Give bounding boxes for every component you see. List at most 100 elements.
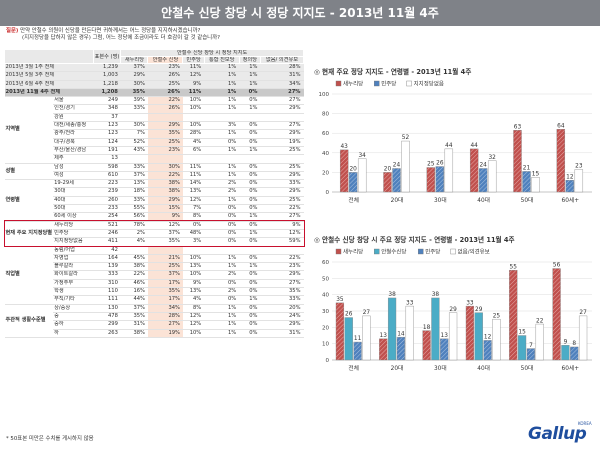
value-cell: 35% [120, 88, 148, 98]
col-header: 정의당 [238, 56, 261, 64]
bar [344, 317, 353, 361]
bar [526, 348, 536, 361]
value-cell: 0% [182, 221, 205, 230]
value-cell: 1% [239, 104, 261, 114]
n-cell: 1,003 [93, 71, 121, 81]
value-cell: 31% [260, 71, 304, 81]
bar [383, 172, 392, 193]
crosstab-table: 표본수 (명) 안철수 신당 창당 시 정당 지지도 새누리당 안철수 신당 민주당… [4, 49, 305, 338]
value-cell [204, 154, 240, 164]
value-cell [239, 154, 261, 164]
sub-label: 학생 [53, 287, 94, 297]
bar [483, 340, 492, 361]
data-label: 38 [388, 292, 396, 298]
table-row: 지지정당없음 411 4% 35% 3% 0% 0% 59% [5, 237, 304, 247]
value-cell: 0% [239, 270, 261, 280]
value-cell: 31% [260, 329, 304, 338]
y-tick-label: 0 [326, 190, 330, 196]
value-cell: 22% [147, 171, 183, 181]
y-tick-label: 80 [322, 112, 329, 118]
bar [487, 160, 497, 193]
x-tick-label: 60세+ [562, 364, 580, 372]
row-label: 2013년 3월 1주 전체 [4, 63, 94, 73]
value-cell: 19% [260, 138, 304, 147]
value-cell: 9% [182, 80, 205, 89]
value-cell: 25% [147, 138, 183, 147]
value-cell: 25% [260, 196, 304, 206]
col-header: 민주당 [182, 56, 205, 64]
data-label: 43 [340, 144, 348, 150]
value-cell: 27% [260, 212, 304, 222]
sub-label: 농림/어업 [53, 246, 94, 255]
data-label: 29 [449, 307, 457, 313]
sub-label: 30대 [53, 187, 94, 197]
n-cell: 123 [93, 121, 121, 131]
data-label: 20 [349, 167, 357, 173]
value-cell: 17% [147, 279, 183, 289]
value-cell: 11% [182, 88, 205, 98]
x-tick-label: 40대 [477, 196, 490, 204]
value-cell: 0% [239, 320, 261, 330]
y-tick-label: 40 [322, 151, 329, 157]
value-cell: 0% [204, 295, 240, 305]
table-row: 현재 주요 지지정당별 새누리당 521 78% 12% 0% 0% 0% 9% [4, 221, 304, 247]
legend-label: 안철수신당 [381, 248, 406, 256]
value-cell: 1% [239, 80, 261, 89]
data-label: 27 [579, 310, 587, 316]
n-cell: 521 [93, 221, 121, 230]
data-label: 32 [488, 155, 496, 161]
footnote: * 50표본 미만은 수치를 게시하지 않음 [6, 436, 94, 442]
value-cell: 9% [147, 212, 183, 222]
table-row: 중하 299 31% 27% 12% 1% 0% 29% [5, 320, 304, 330]
bar [448, 312, 458, 361]
data-label: 25 [427, 162, 435, 168]
legend-entry: 새누리당 [335, 80, 363, 88]
value-cell: 1% [239, 63, 261, 73]
bar [426, 167, 436, 193]
table-row: 2013년 5월 3주 전체 1,003 29% 26% 12% 1% 1% 31% [4, 71, 304, 81]
table-row: 30대 239 18% 38% 13% 2% 0% 29% [5, 187, 304, 197]
table-row: 민주당 246 2% 37% 48% 0% 1% 12% [5, 229, 304, 239]
value-cell: 30% [120, 121, 148, 131]
legend-entry: 없음/의견유보 [450, 248, 490, 256]
value-cell: 19% [147, 329, 183, 338]
sub-label: 새누리당 [53, 221, 94, 230]
col-header: 새누리당 [120, 56, 149, 64]
value-cell: 7% [182, 204, 205, 214]
value-cell: 38% [147, 179, 183, 189]
y-tick-label: 30 [322, 309, 329, 315]
x-tick-label: 50대 [521, 196, 534, 204]
question-line-2: (지지정당을 답하지 않은 경우) 그럼, 어느 정당에 조금이라도 더 호감이… [22, 35, 220, 41]
table-row: 인천/경기 348 33% 26% 10% 1% 1% 29% [5, 104, 304, 114]
table-row: 직업별 농림/어업 42 [4, 246, 304, 305]
bar [431, 297, 440, 361]
value-cell: 21% [147, 254, 183, 264]
value-cell [182, 113, 205, 123]
x-tick-label: 30대 [434, 364, 447, 372]
value-cell: 2% [204, 179, 240, 189]
group-label: 직업별 [4, 246, 54, 305]
data-label: 13 [380, 333, 388, 339]
bar [574, 169, 584, 193]
value-cell: 30% [147, 163, 183, 172]
value-cell: 0% [239, 121, 261, 131]
value-cell: 12% [182, 71, 205, 81]
value-cell: 7% [120, 129, 148, 139]
value-cell: 30% [120, 80, 148, 89]
n-cell: 260 [93, 196, 121, 206]
value-cell: 1% [239, 212, 261, 222]
n-cell: 478 [93, 312, 121, 322]
group-label: 현재 주요 지지정당별 [4, 221, 54, 247]
value-cell: 1% [239, 262, 261, 272]
value-cell: 23% [147, 63, 183, 73]
data-label: 12 [484, 335, 492, 341]
value-cell: 12% [182, 320, 205, 330]
sub-label: 19-29세 [53, 179, 94, 189]
sub-label: 강원 [53, 113, 94, 123]
sub-label: 60세 이상 [53, 212, 94, 222]
value-cell: 22% [147, 96, 183, 106]
bar [379, 338, 388, 361]
bar [444, 148, 454, 193]
n-cell: 411 [93, 237, 121, 247]
value-cell: 33% [260, 179, 304, 189]
